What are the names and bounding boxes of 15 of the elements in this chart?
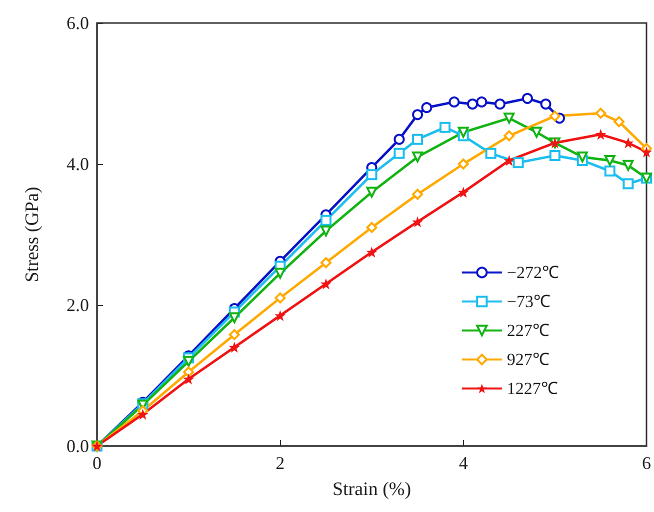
x-tick-label: 4	[458, 453, 468, 473]
x-tick-label: 2	[276, 453, 285, 473]
y-tick-label: 4.0	[66, 154, 89, 174]
y-tick-label: 0.0	[66, 436, 89, 456]
y-axis-title: Stress (GPa)	[22, 186, 43, 282]
legend-label: −73℃	[506, 292, 551, 311]
legend-label: 927℃	[506, 350, 550, 369]
legend-label: 227℃	[506, 321, 550, 340]
x-tick-label: 0	[92, 453, 102, 473]
x-tick-label: 6	[642, 453, 651, 473]
legend-label: 1227℃	[506, 379, 558, 398]
y-tick-label: 2.0	[66, 295, 89, 315]
legend-label: −272℃	[506, 263, 560, 282]
x-axis-title: Strain (%)	[332, 479, 412, 500]
y-tick-label: 6.0	[66, 13, 89, 33]
